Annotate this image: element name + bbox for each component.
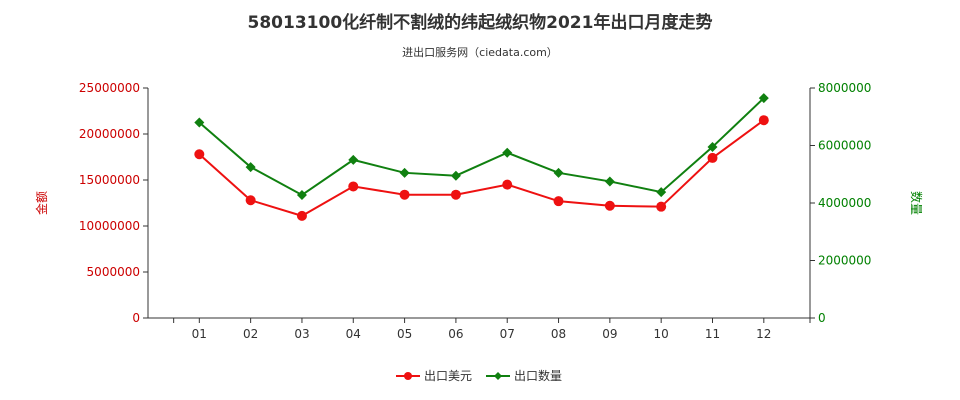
x-tick-label: 02 bbox=[243, 327, 258, 341]
y-right-tick-label: 8000000 bbox=[818, 81, 871, 95]
data-point-export-quantity bbox=[707, 141, 718, 152]
data-point-export-usd bbox=[502, 179, 513, 190]
data-point-export-usd bbox=[758, 115, 769, 126]
data-point-export-quantity bbox=[502, 147, 513, 158]
data-point-export-quantity bbox=[604, 176, 615, 187]
y-right-tick-label: 4000000 bbox=[818, 196, 871, 210]
data-point-export-usd bbox=[194, 149, 205, 160]
y-right-tick-label: 2000000 bbox=[818, 254, 871, 268]
x-tick-label: 09 bbox=[602, 327, 617, 341]
chart-subtitle: 进出口服务网（ciedata.com） bbox=[402, 46, 558, 59]
y-left-tick-label: 15000000 bbox=[79, 173, 140, 187]
x-tick-label: 12 bbox=[756, 327, 771, 341]
legend-marker-export-quantity bbox=[494, 372, 502, 380]
data-point-export-usd bbox=[656, 201, 667, 212]
series-line-export-quantity bbox=[198, 97, 765, 197]
data-point-export-quantity bbox=[656, 187, 667, 198]
data-point-export-usd bbox=[604, 200, 615, 211]
x-tick-label: 08 bbox=[551, 327, 566, 341]
x-tick-label: 10 bbox=[654, 327, 669, 341]
y-left-tick-label: 25000000 bbox=[79, 81, 140, 95]
x-tick-label: 03 bbox=[294, 327, 309, 341]
y-right-tick-label: 6000000 bbox=[818, 139, 871, 153]
y-left-tick-label: 10000000 bbox=[79, 219, 140, 233]
data-point-export-quantity bbox=[245, 162, 256, 173]
data-point-export-usd bbox=[245, 195, 256, 206]
data-point-export-usd bbox=[450, 189, 461, 200]
data-point-export-quantity bbox=[553, 167, 564, 178]
y-left-tick-label: 0 bbox=[132, 311, 140, 325]
data-point-export-usd bbox=[553, 196, 564, 207]
chart-title: 58013100化纤制不割绒的纬起绒织物2021年出口月度走势 bbox=[247, 13, 713, 33]
y-right-axis-label: 数量 bbox=[909, 191, 924, 215]
data-point-export-quantity bbox=[348, 154, 359, 165]
y-left-tick-label: 5000000 bbox=[87, 265, 140, 279]
data-point-export-quantity bbox=[296, 189, 307, 200]
series-line-export-usd bbox=[198, 119, 765, 217]
y-left-axis-label: 金额 bbox=[34, 191, 49, 215]
data-point-export-quantity bbox=[399, 167, 410, 178]
data-point-export-quantity bbox=[758, 93, 769, 104]
legend-label-export-usd: 出口美元 bbox=[424, 369, 472, 383]
x-tick-label: 07 bbox=[500, 327, 515, 341]
legend-label-export-quantity: 出口数量 bbox=[514, 368, 562, 383]
data-point-export-usd bbox=[348, 181, 359, 192]
legend-marker-export-usd bbox=[404, 372, 412, 380]
x-tick-label: 06 bbox=[448, 327, 463, 341]
x-tick-label: 05 bbox=[397, 327, 412, 341]
data-point-export-quantity bbox=[450, 170, 461, 181]
y-right-tick-label: 0 bbox=[818, 311, 826, 325]
x-tick-label: 01 bbox=[192, 327, 207, 341]
x-tick-label: 04 bbox=[346, 327, 361, 341]
data-point-export-usd bbox=[399, 189, 410, 200]
x-tick-label: 11 bbox=[705, 327, 720, 341]
y-left-tick-label: 20000000 bbox=[79, 127, 140, 141]
data-point-export-usd bbox=[296, 210, 307, 221]
data-point-export-usd bbox=[707, 152, 718, 163]
data-point-export-quantity bbox=[194, 117, 205, 128]
